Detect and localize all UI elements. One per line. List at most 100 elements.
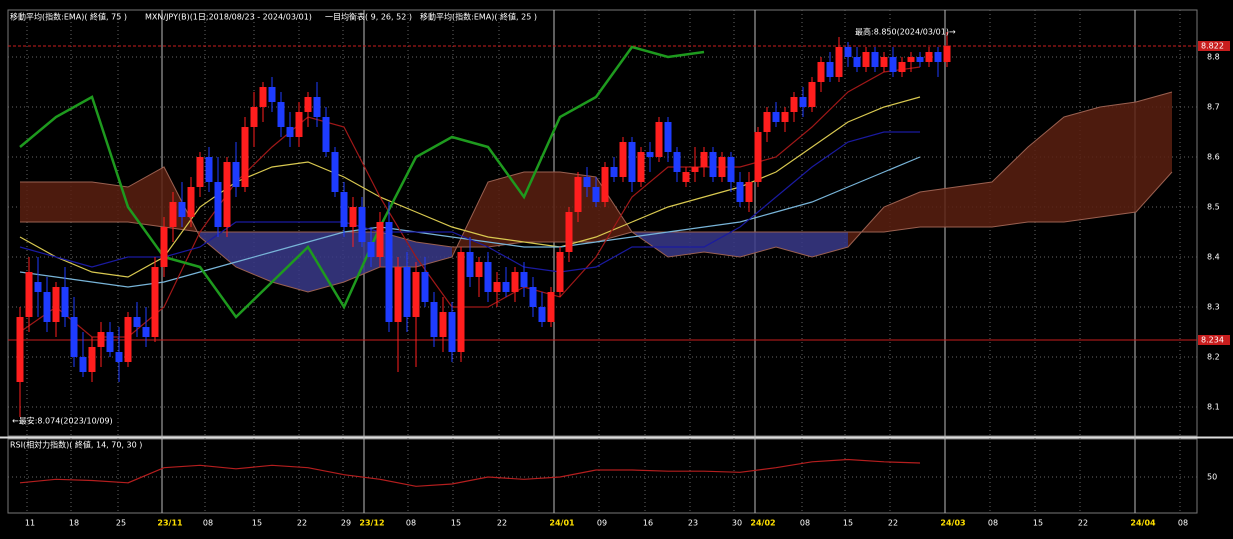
candle-body [781, 112, 789, 122]
candle-body [943, 46, 951, 62]
candle-body [124, 317, 132, 362]
candle-body [187, 187, 195, 217]
x-tick-label: 22 [297, 519, 307, 528]
indicator-label: 移動平均(指数:EMA)( 終値, 25 ) [420, 12, 537, 22]
candle-body [286, 127, 294, 137]
candle-body [25, 272, 33, 317]
candle-body [169, 202, 177, 227]
candle-body [529, 287, 537, 307]
candle-body [835, 47, 843, 77]
cloud-segment [668, 232, 704, 257]
cloud-segment [56, 182, 92, 222]
candle-body [907, 57, 915, 62]
indicator-line [19, 96, 921, 278]
candle-body [133, 317, 141, 327]
x-tick-label: 18 [69, 519, 79, 528]
price-label: 8.234 [1201, 336, 1224, 345]
candle-body [34, 282, 42, 292]
candle-body [412, 272, 420, 317]
candle-body [385, 222, 393, 322]
candle-body [601, 167, 609, 202]
candle-body [673, 152, 681, 172]
x-tick-label: 15 [843, 519, 853, 528]
y-tick-label: 8.1 [1207, 403, 1220, 412]
candle-body [304, 97, 312, 112]
candle-body [583, 177, 591, 187]
x-tick-label: 23/11 [157, 519, 183, 528]
x-tick-label: 09 [597, 519, 607, 528]
candle-body [745, 182, 753, 202]
x-tick-label: 16 [643, 519, 653, 528]
candle-body [115, 352, 123, 362]
y-tick-label: 8.5 [1207, 203, 1220, 212]
candle-body [646, 152, 654, 157]
indicator-line [19, 45, 705, 319]
cloud-segment [992, 147, 1028, 227]
candle-body [520, 272, 528, 287]
candle-body [160, 227, 168, 267]
candle-body [763, 112, 771, 132]
y-tick-label: 8.3 [1207, 303, 1220, 312]
candle-body [727, 157, 735, 182]
cloud-segment [812, 232, 848, 257]
cloud-segment [776, 232, 812, 257]
candle-body [610, 167, 618, 177]
candle-body [322, 117, 330, 152]
candle-body [628, 142, 636, 182]
candle-body [826, 62, 834, 77]
candle-body [241, 127, 249, 187]
cloud-segment [272, 232, 308, 292]
candle-body [79, 357, 87, 372]
x-tick-label: 08 [988, 519, 998, 528]
candle-body [358, 207, 366, 242]
candle-body [376, 222, 384, 257]
candle-body [349, 207, 357, 227]
cloud-segment [92, 182, 128, 222]
candle-body [151, 267, 159, 337]
indicator-label: 移動平均(指数:EMA)( 終値, 75 ) [10, 12, 127, 22]
candle-body [340, 192, 348, 227]
x-tick-label: 22 [497, 519, 507, 528]
x-tick-label: 23 [688, 519, 698, 528]
candle-body [70, 317, 78, 357]
x-tick-label: 22 [1078, 519, 1088, 528]
y-tick-label: 50 [1207, 473, 1217, 482]
y-tick-label: 8.4 [1207, 253, 1220, 262]
candle-body [502, 282, 510, 292]
candle-body [691, 167, 699, 172]
price-label: 8.822 [1201, 42, 1224, 51]
rsi-panel [7, 438, 1198, 514]
cloud-segment [1028, 117, 1064, 222]
candle-body [232, 162, 240, 187]
cloud-segment [740, 232, 776, 257]
x-tick-label: 11 [25, 519, 35, 528]
x-tick-label: 23/12 [359, 519, 384, 528]
candle-body [925, 52, 933, 62]
candle-body [592, 187, 600, 202]
indicator-label: 一目均衡表( 9, 26, 52 ) [325, 12, 412, 22]
cloud-segment [308, 232, 344, 292]
candle-body [853, 57, 861, 67]
candle-body [178, 202, 186, 217]
x-tick-label: 08 [1178, 519, 1188, 528]
candle-body [916, 57, 924, 62]
candle-body [367, 242, 375, 257]
candle-body [295, 112, 303, 137]
candle-body [205, 157, 213, 182]
candle-body [43, 292, 51, 322]
candle-body [277, 102, 285, 127]
x-tick-label: 24/02 [750, 519, 775, 528]
candle-body [268, 87, 276, 102]
candle-body [844, 47, 852, 57]
y-tick-label: 8.7 [1207, 103, 1220, 112]
candle-body [52, 287, 60, 322]
candle-body [700, 152, 708, 167]
x-tick-label: 08 [203, 519, 213, 528]
price-label-box [1198, 335, 1230, 345]
candle-body [511, 272, 519, 292]
candle-body [547, 292, 555, 322]
candle-body [403, 267, 411, 317]
cloud-segment [488, 172, 524, 247]
